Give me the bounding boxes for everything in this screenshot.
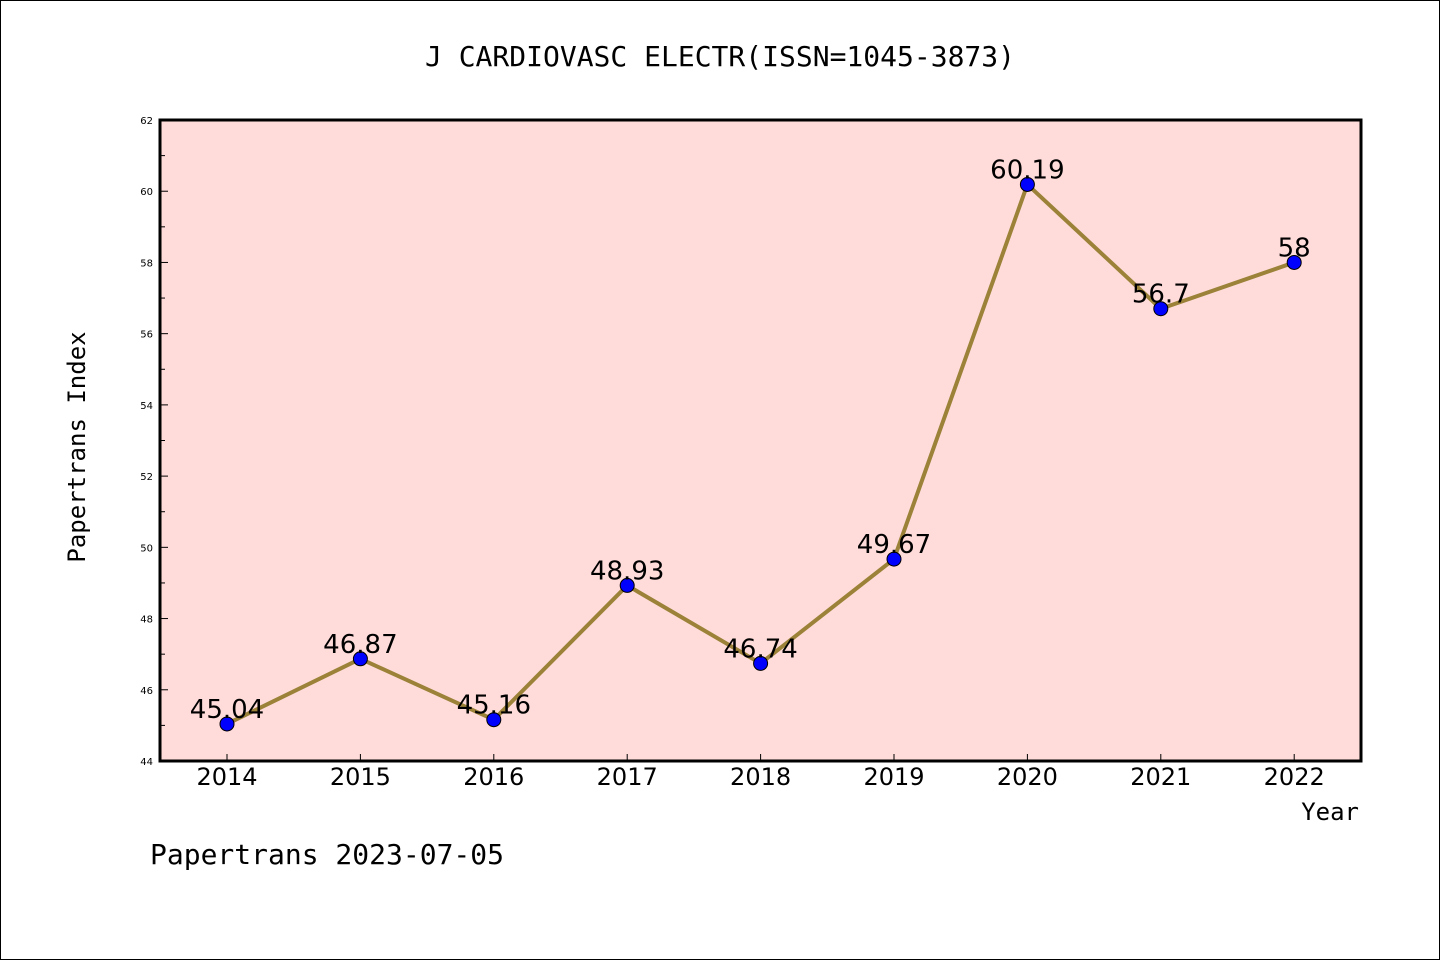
x-tick-label: 2017 — [597, 763, 658, 791]
y-tick-label: 48 — [140, 615, 153, 626]
data-markers — [219, 176, 1302, 732]
data-label: 46.87 — [323, 630, 397, 660]
x-tick-label: 2021 — [1130, 763, 1191, 791]
chart-title: J CARDIOVASC ELECTR(ISSN=1045-3873) — [425, 40, 1015, 73]
y-tick-label: 52 — [140, 472, 153, 483]
footer-note: Papertrans 2023-07-05 — [150, 838, 504, 871]
y-axis: 44 46 48 50 52 54 56 58 60 62 — [140, 116, 168, 768]
data-point — [1019, 176, 1035, 192]
y-tick-label: 56 — [140, 330, 153, 341]
data-point — [1153, 301, 1169, 317]
data-point — [1286, 254, 1302, 270]
x-tick-label: 2020 — [997, 763, 1058, 791]
data-point — [219, 716, 235, 732]
data-point — [486, 712, 502, 728]
data-label: 60.19 — [990, 155, 1064, 185]
y-tick-label: 60 — [140, 187, 153, 198]
data-point — [886, 551, 902, 567]
data-label: 48.93 — [590, 556, 664, 586]
data-label: 58 — [1278, 233, 1311, 263]
x-tick-label: 2016 — [463, 763, 524, 791]
y-axis-title: Papertrans Index — [63, 331, 91, 562]
x-tick-label: 2015 — [330, 763, 391, 791]
x-tick-label: 2022 — [1264, 763, 1325, 791]
y-tick-label: 44 — [140, 757, 153, 768]
y-tick-label: 50 — [140, 543, 153, 554]
data-labels: 45.04 46.87 45.16 48.93 46.74 49.67 60.19 56.7 5… — [190, 155, 1311, 725]
data-label: 45.04 — [190, 695, 264, 725]
x-tick-label: 2018 — [730, 763, 791, 791]
x-tick-label: 2014 — [196, 763, 257, 791]
x-axis-title: Year — [1301, 798, 1359, 826]
data-label: 49.67 — [857, 530, 931, 560]
data-label: 46.74 — [723, 634, 797, 664]
data-point — [753, 655, 769, 671]
x-axis: 2014 2015 2016 2017 2018 2019 2020 2021 2022 — [196, 754, 1325, 791]
y-tick-label: 46 — [140, 686, 153, 697]
data-point — [352, 651, 368, 667]
data-point — [619, 577, 635, 593]
data-label: 45.16 — [457, 691, 531, 721]
y-tick-label: 62 — [140, 116, 153, 127]
data-label: 56.7 — [1132, 280, 1190, 310]
y-tick-label: 58 — [140, 258, 153, 269]
x-tick-label: 2019 — [863, 763, 924, 791]
y-tick-label: 54 — [140, 401, 153, 412]
